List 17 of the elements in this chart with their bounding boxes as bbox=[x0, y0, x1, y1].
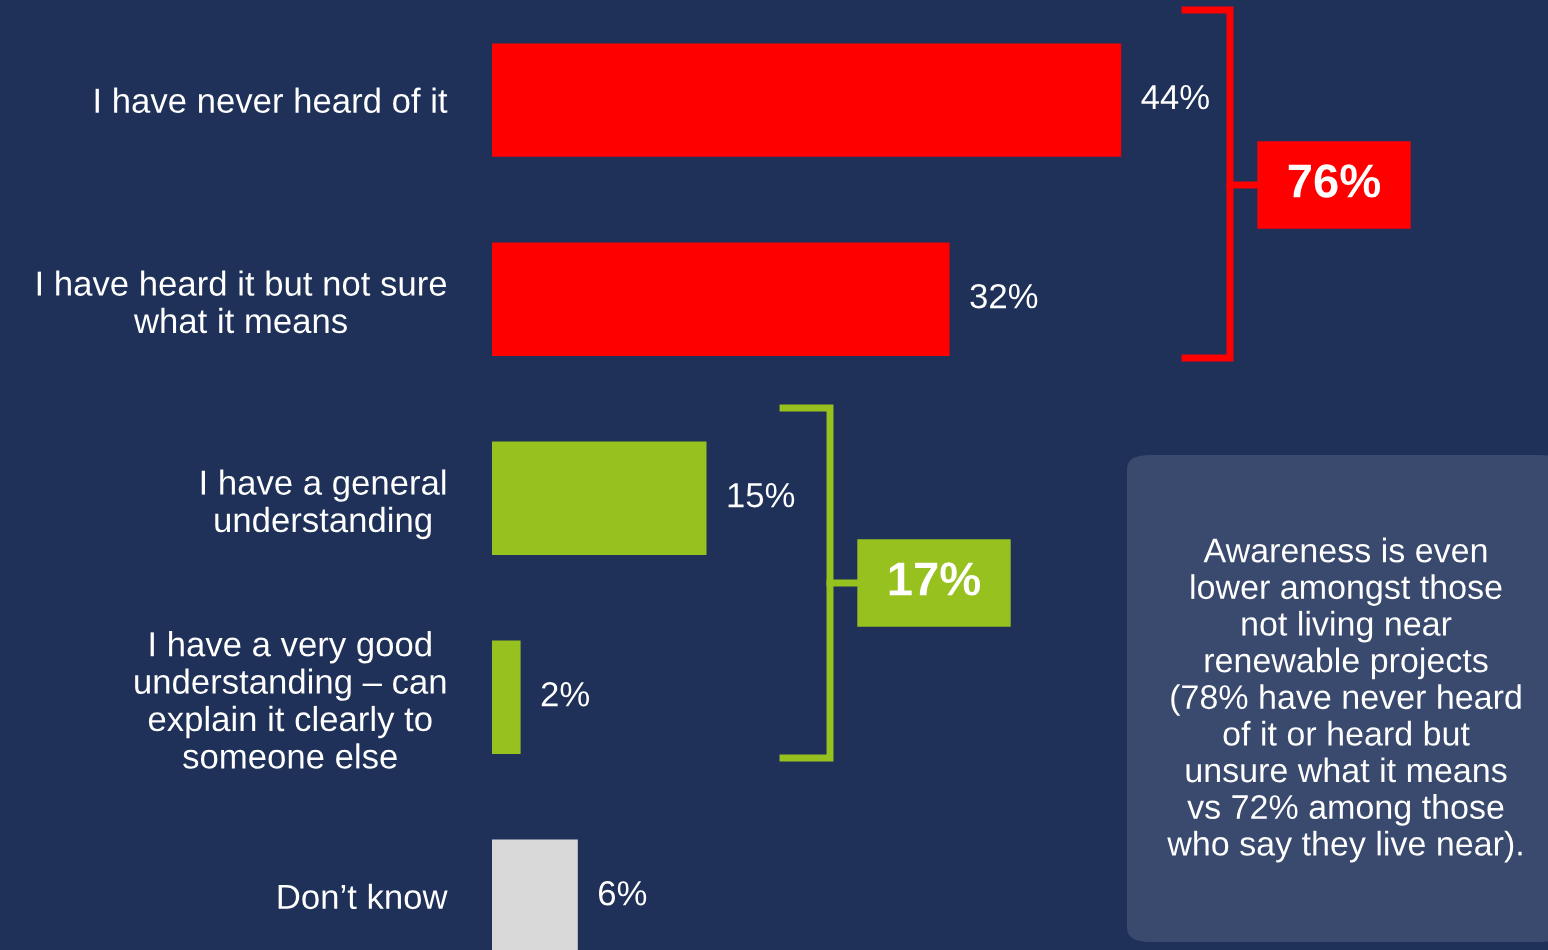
data-label: 32% bbox=[970, 283, 1038, 309]
data-label: 2% bbox=[541, 681, 589, 707]
annotation: 17% bbox=[889, 562, 981, 596]
bar bbox=[492, 441, 707, 555]
bar bbox=[492, 43, 1122, 157]
data-label: 6% bbox=[599, 880, 647, 906]
data-label: 15% bbox=[728, 483, 795, 508]
y-tick-label: I have a general understanding bbox=[201, 469, 446, 540]
text: Awareness is even lower amongst those not living near renewable projects (78% have never heard of it or heard but unsure what it means vs 72% among those who say they live near). bbox=[1167, 537, 1522, 863]
data-label: 44% bbox=[1141, 85, 1209, 110]
bar bbox=[492, 242, 950, 356]
y-tick-label: I have heard it but not sure what it means bbox=[37, 270, 447, 334]
y-tick-label: Don’t know bbox=[278, 883, 448, 910]
y-tick-label: I have never heard of it bbox=[95, 87, 448, 114]
bar bbox=[492, 640, 521, 754]
y-tick-label: I have a very good understanding – can explain it clearly to someone else bbox=[135, 631, 446, 769]
text: 76% bbox=[1288, 164, 1381, 198]
